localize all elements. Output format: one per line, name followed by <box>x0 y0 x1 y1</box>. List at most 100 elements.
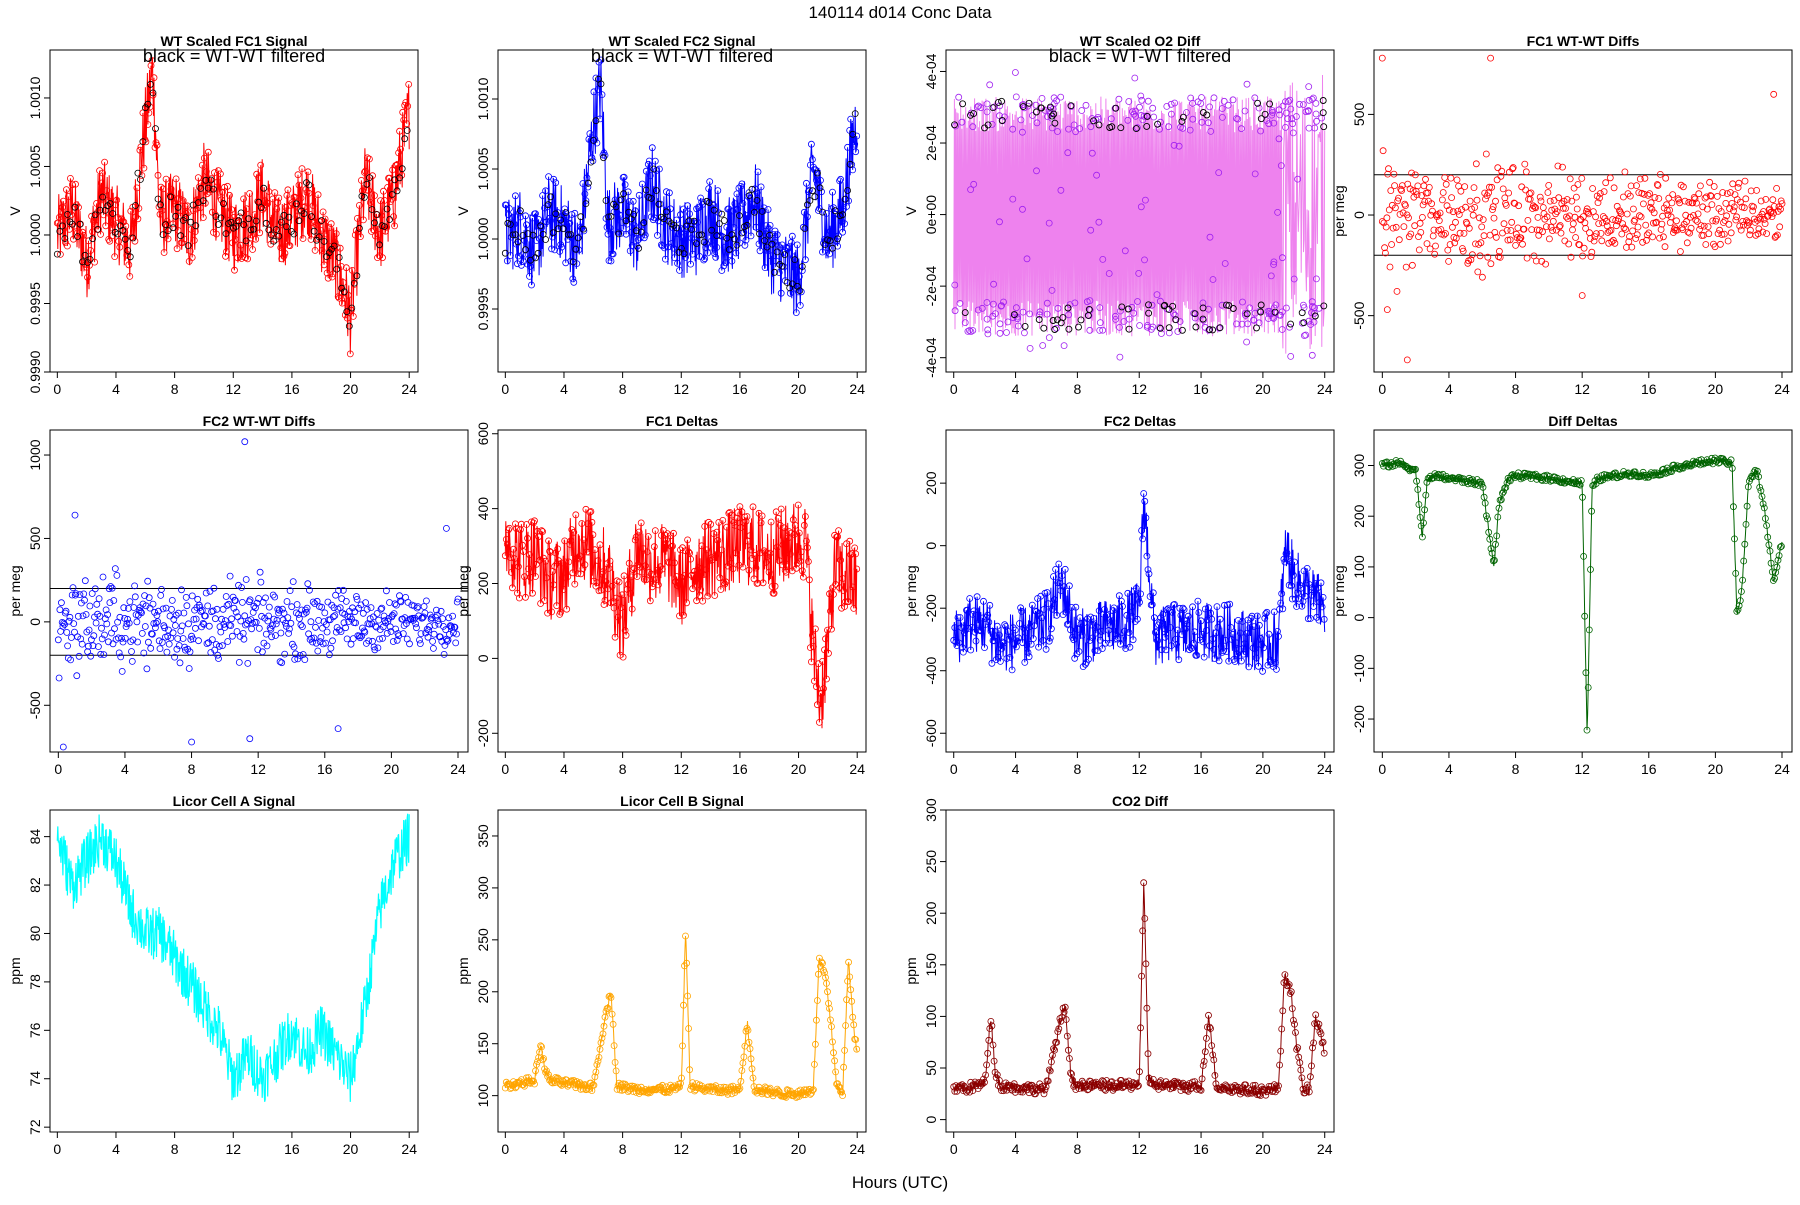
data-point <box>637 1083 645 1091</box>
data-point <box>1229 630 1237 638</box>
data-point <box>1000 1087 1007 1095</box>
series-line-p6 <box>504 503 858 729</box>
data-point <box>1532 204 1539 212</box>
data-point <box>1387 187 1395 195</box>
data-point <box>213 178 221 186</box>
data-point <box>1131 618 1139 625</box>
data-point <box>1536 226 1543 234</box>
data-point <box>371 192 378 200</box>
y-tick-label: -500 <box>1351 301 1367 329</box>
data-point <box>1274 208 1281 216</box>
data-point <box>1567 253 1575 261</box>
data-point <box>532 573 539 580</box>
data-point <box>242 576 250 583</box>
data-point <box>1773 563 1781 571</box>
filtered-point <box>184 242 192 250</box>
data-point <box>598 91 606 98</box>
data-point <box>783 560 791 568</box>
data-point <box>802 513 809 520</box>
filtered-point <box>262 219 270 227</box>
data-point <box>730 223 738 231</box>
data-point <box>429 645 437 652</box>
data-point <box>312 623 319 631</box>
filtered-point <box>99 193 106 201</box>
data-point <box>723 523 731 531</box>
data-point <box>1483 512 1490 520</box>
data-point <box>441 642 449 649</box>
data-point <box>1021 329 1028 337</box>
y-tick-label: 0 <box>27 618 43 626</box>
data-point <box>1021 659 1029 666</box>
data-point <box>1141 497 1149 505</box>
data-point <box>1544 189 1552 196</box>
data-point <box>699 597 707 605</box>
data-point <box>1224 101 1232 109</box>
data-point <box>1487 260 1495 268</box>
data-point <box>300 610 308 618</box>
filtered-point <box>1271 308 1279 316</box>
data-point <box>237 241 245 249</box>
data-point <box>1065 125 1072 133</box>
data-point <box>1174 328 1182 335</box>
data-point <box>1039 342 1047 349</box>
data-point <box>166 612 174 620</box>
data-point <box>1096 636 1104 644</box>
data-point <box>728 511 736 519</box>
data-point <box>509 584 516 592</box>
data-point <box>1620 468 1627 475</box>
data-point <box>744 192 752 200</box>
filtered-point <box>1049 317 1057 324</box>
data-point <box>60 197 67 205</box>
data-point <box>1527 189 1535 197</box>
data-point <box>1774 231 1781 239</box>
data-point <box>276 221 284 229</box>
filtered-point <box>1010 311 1018 319</box>
data-point <box>163 648 171 656</box>
data-point <box>731 522 739 529</box>
data-point <box>644 533 652 540</box>
data-point <box>1658 220 1666 228</box>
x-axis-label: Hours (UTC) <box>852 1173 948 1192</box>
data-point <box>819 248 826 256</box>
data-point <box>787 1091 795 1098</box>
data-point <box>680 205 687 213</box>
data-point <box>1766 547 1774 555</box>
data-point <box>1279 1007 1287 1015</box>
data-point <box>714 1089 722 1096</box>
data-point <box>1231 658 1239 665</box>
filtered-point <box>154 195 162 203</box>
plot-frame <box>497 49 867 373</box>
data-point <box>1587 253 1595 261</box>
data-point <box>1278 1025 1286 1033</box>
data-point <box>827 607 834 615</box>
data-point <box>1207 127 1215 135</box>
data-point <box>185 665 193 672</box>
data-point <box>206 587 214 595</box>
data-point <box>1282 109 1290 117</box>
data-point <box>746 1045 754 1053</box>
data-point <box>996 102 1004 110</box>
data-point <box>1673 217 1680 225</box>
data-point <box>1641 174 1649 182</box>
data-point <box>1662 174 1670 182</box>
data-point <box>430 630 438 638</box>
data-point <box>737 1077 745 1085</box>
data-point <box>790 531 798 538</box>
data-point <box>532 210 539 218</box>
data-point <box>226 572 234 580</box>
data-point <box>1696 225 1703 233</box>
data-point <box>784 534 792 542</box>
data-point <box>1272 659 1279 666</box>
data-point <box>595 58 603 66</box>
data-point <box>1046 1067 1054 1075</box>
data-point <box>707 520 715 528</box>
data-point <box>1215 169 1223 177</box>
data-point <box>685 1025 692 1032</box>
data-point <box>598 1034 606 1042</box>
data-point <box>1011 626 1019 634</box>
filtered-point <box>552 210 560 218</box>
data-point <box>1311 588 1318 596</box>
data-point <box>284 614 292 621</box>
y-tick-label: 250 <box>475 928 491 952</box>
